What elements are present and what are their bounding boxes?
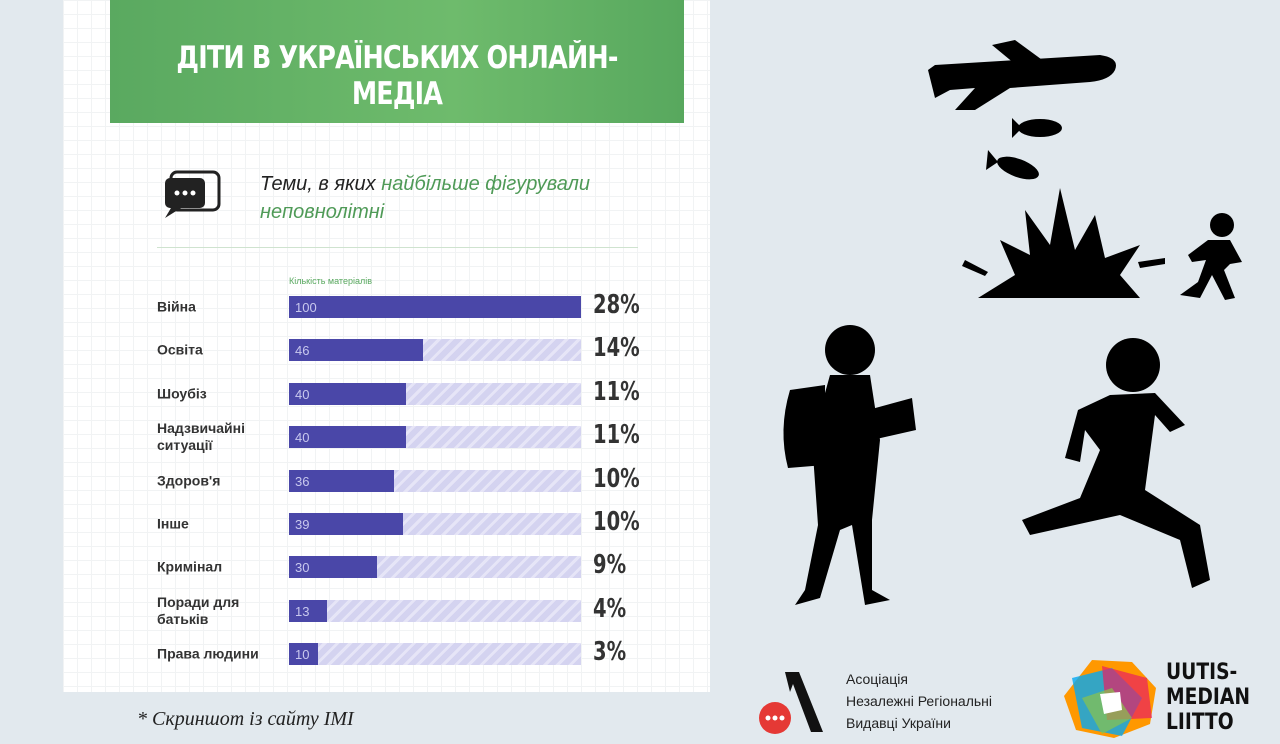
- value-label: 13: [295, 603, 310, 619]
- association-line: Асоціація: [846, 671, 908, 687]
- value-label: 36: [295, 473, 310, 489]
- category-label: Інше: [157, 515, 189, 532]
- value-label: 10: [295, 647, 310, 663]
- category-label: Кримінал: [157, 558, 223, 575]
- percent-label: 10%: [593, 507, 640, 537]
- uutis-line: UUTIS-: [1166, 660, 1238, 685]
- percent-label: 3%: [593, 637, 627, 668]
- category-label: Шоубіз: [157, 385, 207, 402]
- percent-label: 10%: [593, 463, 640, 494]
- category-label: Права людини: [157, 645, 259, 662]
- value-label: 40: [295, 386, 310, 402]
- value-label: 39: [295, 517, 310, 532]
- category-label: Надзвичайні ситуації: [157, 420, 245, 454]
- subtitle-highlight: найбільше фігурували неповнолітні: [260, 173, 591, 223]
- category-label: Здоров'я: [157, 472, 221, 489]
- bar: [289, 382, 406, 405]
- value-label: 100: [295, 300, 317, 315]
- percent-label: 4%: [593, 593, 627, 624]
- value-label: 46: [295, 343, 310, 359]
- percent-label: 11%: [593, 376, 640, 407]
- bar: [289, 426, 406, 449]
- bar: [289, 556, 377, 579]
- uutis-line: MEDIAN: [1166, 685, 1250, 710]
- percent-label: 11%: [593, 420, 640, 451]
- bar: [289, 599, 327, 622]
- category-label: Поради для батьків: [157, 593, 240, 627]
- percent-label: 9%: [593, 550, 627, 581]
- bar: [289, 513, 403, 535]
- bar: [289, 469, 395, 492]
- divider: [157, 247, 638, 248]
- footnote: * Скриншот із сайту ІМІ: [137, 708, 354, 730]
- uutis-logo: [1064, 660, 1156, 738]
- bar: [289, 296, 581, 318]
- axis-label: Кількість матеріалів: [289, 276, 372, 286]
- header-banner: [110, 0, 684, 123]
- value-label: 30: [295, 560, 310, 576]
- association-line: Видавці України: [846, 715, 951, 731]
- uutis-name: UUTIS- MEDIAN LIITTO: [1166, 660, 1265, 735]
- percent-label: 28%: [593, 290, 640, 320]
- uutis-line: LIITTO: [1166, 710, 1234, 735]
- bar: [289, 339, 424, 362]
- association-logo: [759, 672, 823, 734]
- subtitle-plain: Теми, в яких: [260, 173, 376, 195]
- chart-title: ДІТИ В УКРАЇНСЬКИХ ОНЛАЙН-МЕДІА: [176, 40, 618, 112]
- bar: [289, 643, 319, 666]
- illustrations: [783, 40, 1242, 605]
- bar-track: [289, 643, 581, 666]
- association-line: Незалежні Регіональні: [846, 693, 993, 709]
- category-label: Війна: [157, 298, 196, 315]
- subtitle: Теми, в яких найбільше фігурували неповн…: [260, 170, 660, 226]
- bar-track: [289, 599, 581, 622]
- category-label: Освіта: [157, 341, 203, 358]
- association-name: Асоціація Незалежні Регіональні Видавці Ук…: [846, 668, 992, 734]
- value-label: 40: [295, 430, 310, 446]
- chat-icon: [165, 170, 221, 218]
- percent-label: 14%: [593, 333, 640, 364]
